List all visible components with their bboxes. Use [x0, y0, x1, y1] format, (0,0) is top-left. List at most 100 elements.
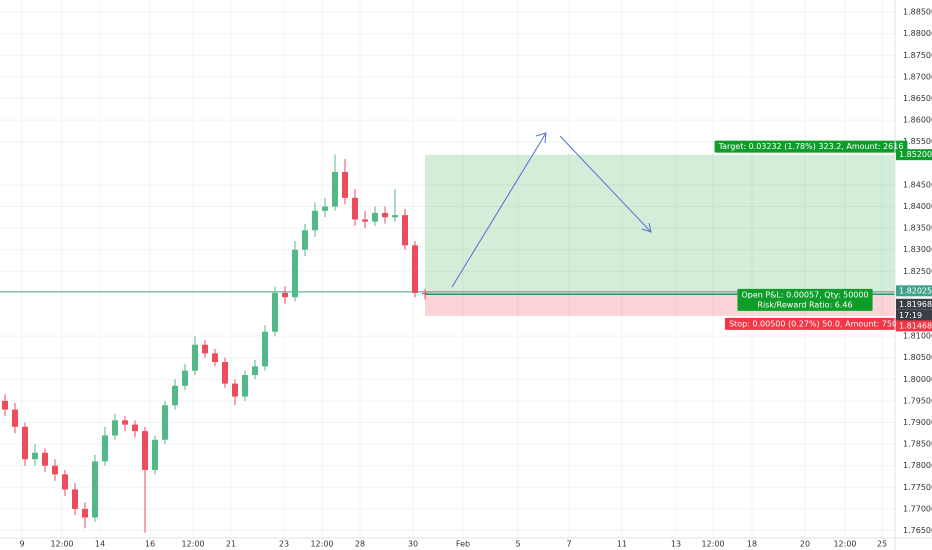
- candle-body: [82, 508, 88, 518]
- candle-body: [402, 215, 408, 246]
- candle-body: [322, 206, 328, 211]
- stop-tag-bg: [896, 320, 932, 332]
- grid: [0, 0, 895, 540]
- x-tick-label: 14: [95, 540, 105, 549]
- trend-arrows: [451, 132, 652, 288]
- candle-body: [302, 230, 308, 250]
- candle-body: [362, 219, 368, 222]
- y-tick-label: 1.82500: [903, 267, 932, 276]
- y-tick-label: 1.81000: [903, 332, 932, 341]
- y-tick-label: 1.79000: [903, 418, 932, 427]
- candle-body: [142, 431, 148, 471]
- candle-body: [122, 420, 128, 425]
- labels: 1.88500 1.88000 1.87500 1.87000 1.86500 1.860…: [19, 8, 932, 549]
- current-tag-bg: [896, 298, 932, 310]
- y-tick-label: 1.78500: [903, 440, 932, 449]
- candle-body: [222, 362, 228, 384]
- x-tick-label: 7: [566, 540, 571, 549]
- candle-body: [72, 489, 78, 509]
- x-tick-label: 21: [226, 540, 236, 549]
- candle-body: [292, 249, 298, 298]
- x-tick-label: 20: [800, 540, 810, 549]
- profit-zone: [425, 154, 895, 292]
- candle-body: [192, 344, 198, 371]
- x-tick-label: 18: [747, 540, 757, 549]
- candle-body: [212, 353, 218, 363]
- candle-body: [342, 171, 348, 198]
- entry-tag-bg: [896, 285, 932, 297]
- candle-body: [232, 383, 238, 397]
- y-tick-label: 1.86500: [903, 94, 932, 103]
- y-tick-label: 1.76500: [903, 526, 932, 535]
- arrow-head: [535, 132, 547, 144]
- stop-info: Stop: 0.00500 (0.27%) 50.0, Amount: 750: [729, 319, 897, 328]
- x-tick-label: 30: [408, 540, 418, 549]
- y-tick-label: 1.84500: [903, 180, 932, 189]
- candle-body: [392, 215, 398, 218]
- y-tick-label: 1.86000: [903, 116, 932, 125]
- candle-body: [2, 400, 8, 410]
- candle-body: [132, 424, 138, 432]
- y-tick-label: 1.78000: [903, 461, 932, 470]
- entry-tag: 1.82025: [899, 286, 932, 295]
- candle-body: [92, 461, 98, 518]
- x-tick-label: 9: [19, 540, 24, 549]
- y-tick-label: 1.80500: [903, 353, 932, 362]
- y-tick-label: 1.83500: [903, 224, 932, 233]
- candle-body: [422, 292, 428, 295]
- countdown: 17:19: [899, 311, 922, 320]
- target-tag-bg: [896, 149, 932, 161]
- y-tick-label: 1.84000: [903, 202, 932, 211]
- candle-body: [172, 385, 178, 406]
- stop-tag: 1.81468: [899, 321, 932, 330]
- candle-body: [112, 420, 118, 436]
- x-tick-label: 5: [515, 540, 520, 549]
- y-tick-label: 1.77500: [903, 483, 932, 492]
- target-info-bg: [714, 140, 908, 153]
- candle-body: [272, 292, 278, 332]
- candle-body: [12, 409, 18, 427]
- candle-body: [412, 245, 418, 293]
- stop-info-bg: [724, 317, 902, 330]
- candle-body: [62, 474, 68, 490]
- candle-body: [162, 405, 168, 440]
- candle-body: [332, 171, 338, 207]
- x-tick-label: 16: [145, 540, 155, 549]
- x-tick-label: Feb: [456, 540, 470, 549]
- candle-body: [52, 465, 58, 475]
- arrow-line: [451, 132, 547, 288]
- y-tick-label: 1.88500: [903, 8, 932, 17]
- candle-body: [152, 439, 158, 471]
- candle-body: [252, 366, 258, 375]
- candle-body: [102, 435, 108, 462]
- candle-body: [262, 331, 268, 367]
- y-tick-label: 1.79500: [903, 396, 932, 405]
- candle-body: [182, 370, 188, 386]
- x-tick-label: 11: [617, 540, 627, 549]
- x-tick-label: 28: [355, 540, 365, 549]
- y-tick-label: 1.88000: [903, 29, 932, 38]
- target-tag: 1.85200: [899, 150, 932, 159]
- arrow-head: [641, 222, 652, 233]
- current-tag: 1.81968: [899, 300, 932, 309]
- candle-body: [282, 292, 288, 298]
- x-tick-label: 12:00: [181, 540, 204, 549]
- candle-body: [352, 197, 358, 220]
- candle-body: [202, 344, 208, 354]
- x-tick-label: 12:00: [833, 540, 856, 549]
- x-tick-label: 12:00: [701, 540, 724, 549]
- pnl-info-bg: [737, 288, 873, 311]
- y-tick-label: 1.87000: [903, 72, 932, 81]
- x-tick-label: 23: [279, 540, 289, 549]
- x-tick-label: 13: [671, 540, 681, 549]
- countdown-bg: [896, 309, 932, 321]
- x-tick-label: 25: [877, 540, 887, 549]
- x-tick-label: 12:00: [310, 540, 333, 549]
- candle-body: [42, 452, 48, 466]
- pnl-info: Open P&L: 0.00057, Qty: 50000: [741, 290, 868, 299]
- y-tick-label: 1.85500: [903, 137, 932, 146]
- target-info: Target: 0.03232 (1.78%) 323.2, Amount: 2…: [718, 142, 904, 151]
- arrow-line: [559, 135, 652, 233]
- y-tick-label: 1.77000: [903, 504, 932, 513]
- candle-body: [22, 426, 28, 460]
